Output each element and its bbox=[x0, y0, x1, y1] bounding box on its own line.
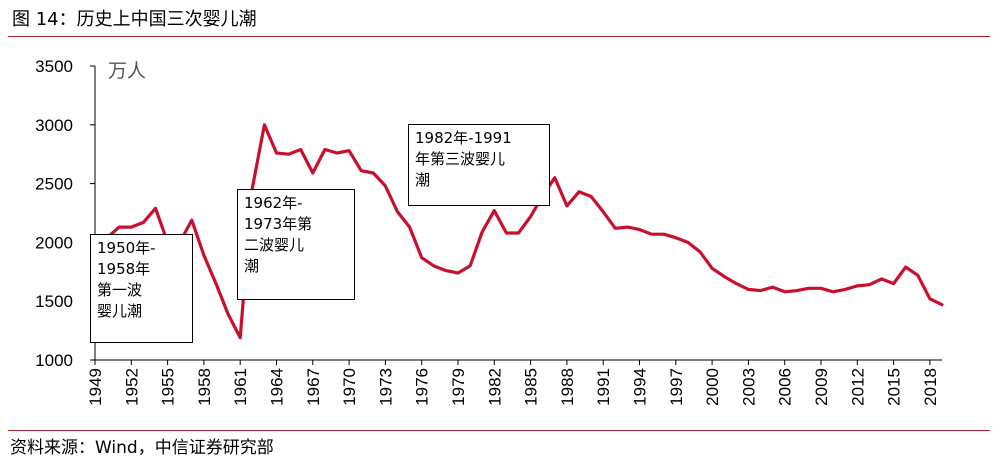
annotation-wave-2: 1962年- 1973年第 二波婴儿 潮 bbox=[237, 189, 355, 300]
x-tick-label: 1952 bbox=[122, 368, 141, 406]
y-tick-label: 1000 bbox=[35, 351, 73, 370]
x-tick-label: 2018 bbox=[921, 368, 940, 406]
x-tick-label: 2015 bbox=[885, 368, 904, 406]
x-tick-label: 1985 bbox=[522, 368, 541, 406]
y-tick-label: 1500 bbox=[35, 292, 73, 311]
y-tick-label: 2000 bbox=[35, 233, 73, 252]
x-tick-label: 2006 bbox=[776, 368, 795, 406]
unit-label: 万人 bbox=[108, 60, 146, 82]
axes bbox=[90, 65, 942, 365]
x-tick-label: 2009 bbox=[812, 368, 831, 406]
y-tick-label: 3500 bbox=[35, 57, 73, 76]
x-tick-labels: 1949 1952 1955 1958 1961 1964 1967 1970 1973 1976… bbox=[86, 368, 940, 406]
x-tick-label: 2012 bbox=[848, 368, 867, 406]
x-tick-label: 1949 bbox=[86, 368, 105, 406]
x-tick-label: 1997 bbox=[667, 368, 686, 406]
x-tick-label: 1964 bbox=[268, 368, 287, 406]
x-tick-label: 1988 bbox=[558, 368, 577, 406]
x-tick-label: 1982 bbox=[485, 368, 504, 406]
x-tick-label: 1994 bbox=[631, 368, 650, 406]
source-divider bbox=[8, 430, 990, 431]
annotation-wave-1: 1950年- 1958年 第一波 婴儿潮 bbox=[90, 234, 193, 343]
x-tick-label: 1991 bbox=[594, 368, 613, 406]
annotation-wave-3: 1982年-1991 年第三波婴儿 潮 bbox=[408, 124, 550, 206]
x-tick-label: 1958 bbox=[195, 368, 214, 406]
x-tick-label: 1970 bbox=[340, 368, 359, 406]
x-tick-label: 1967 bbox=[304, 368, 323, 406]
y-tick-label: 3000 bbox=[35, 116, 73, 135]
figure-title: 图 14：历史上中国三次婴儿潮 bbox=[12, 9, 257, 30]
x-tick-label: 2000 bbox=[703, 368, 722, 406]
x-tick-label: 1973 bbox=[376, 368, 395, 406]
x-tick-label: 1976 bbox=[413, 368, 432, 406]
source-note: 资料来源：Wind，中信证券研究部 bbox=[10, 438, 274, 458]
x-tick-label: 1955 bbox=[159, 368, 178, 406]
x-tick-label: 1979 bbox=[449, 368, 468, 406]
y-tick-labels: 1000 1500 2000 2500 3000 3500 bbox=[35, 57, 73, 370]
births-series-line bbox=[93, 123, 944, 340]
x-tick-label: 2003 bbox=[739, 368, 758, 406]
x-tick-label: 1961 bbox=[231, 368, 250, 406]
y-tick-label: 2500 bbox=[35, 175, 73, 194]
title-divider bbox=[8, 36, 990, 37]
